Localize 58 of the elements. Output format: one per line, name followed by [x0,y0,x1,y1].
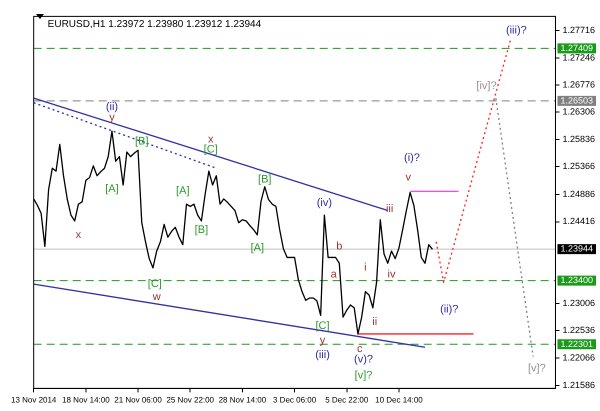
y-tick-label: 1.22536 [562,325,596,336]
ref-line-label: 1.23400 [560,275,594,286]
ref-line-label: 1.22301 [560,338,594,349]
annotation: (iii) [315,348,330,361]
y-tick-label: 1.27716 [562,25,596,36]
x-tick-label: 28 Nov 14:00 [218,395,267,404]
annotation: (v)? [354,353,373,366]
annotation: y [320,334,326,346]
annotation: iii [386,202,394,215]
chart-title: EURUSD,H1 1.23972 1.23980 1.23912 1.23944 [48,19,262,30]
annotation: [A] [250,242,264,254]
ref-line-label: 1.23944 [560,244,594,254]
annotation: a [330,268,338,280]
annotation: b [336,240,342,252]
y-tick-label: 1.26306 [562,106,596,117]
annotation: [B] [135,136,148,148]
y-tick-label: 1.26776 [562,79,596,90]
y-tick-label: 1.22066 [562,352,596,362]
annotation: (iii)? [506,24,527,36]
annotation: [B] [194,224,208,236]
ref-line-label: 1.27409 [560,42,594,53]
annotation: i [364,261,367,274]
annotation: y [109,111,116,124]
annotation: (ii)? [440,304,458,316]
x-tick-label: 3 Dec 06:00 [273,395,317,404]
y-tick-label: 1.25836 [562,134,596,144]
x-tick-label: 18 Nov 14:00 [62,395,110,404]
annotation: (ii) [106,100,118,113]
x-tick-label: 10 Dec 14:00 [375,395,424,404]
annotation: [C] [315,320,330,332]
y-tick-label: 1.24886 [562,189,596,200]
annotation: [v]? [528,362,546,375]
annotation: (i)? [404,152,420,164]
annotation: [B] [258,173,272,186]
annotation: v [406,172,412,184]
annotation: [C] [204,144,218,156]
x-tick-label: 21 Nov 06:00 [114,395,162,404]
x-tick-label: 13 Nov 2014 [10,395,57,404]
annotation: (iv) [316,197,332,210]
x-tick-label: 25 Nov 22:00 [166,395,215,404]
y-tick-label: 1.21586 [562,380,596,390]
annotation: [v]? [354,370,372,382]
y-tick-label: 1.24416 [562,216,596,226]
annotation: x [208,133,214,146]
annotation: x [76,228,82,241]
annotation: w [152,290,161,303]
y-tick-label: 1.25366 [562,161,596,172]
annotation: iv [388,268,396,280]
ref-line-label: 1.26503 [560,95,594,106]
annotation: [C] [148,278,162,290]
x-tick-label: 5 Dec 22:00 [325,395,369,404]
y-tick-label: 1.23006 [562,298,596,308]
y-tick-label: 1.27246 [562,52,596,62]
annotation: [iv]? [476,80,497,92]
annotation: [A] [105,183,119,196]
annotation: ii [372,316,378,328]
annotation: c [357,343,364,356]
annotation: [A] [176,184,190,197]
